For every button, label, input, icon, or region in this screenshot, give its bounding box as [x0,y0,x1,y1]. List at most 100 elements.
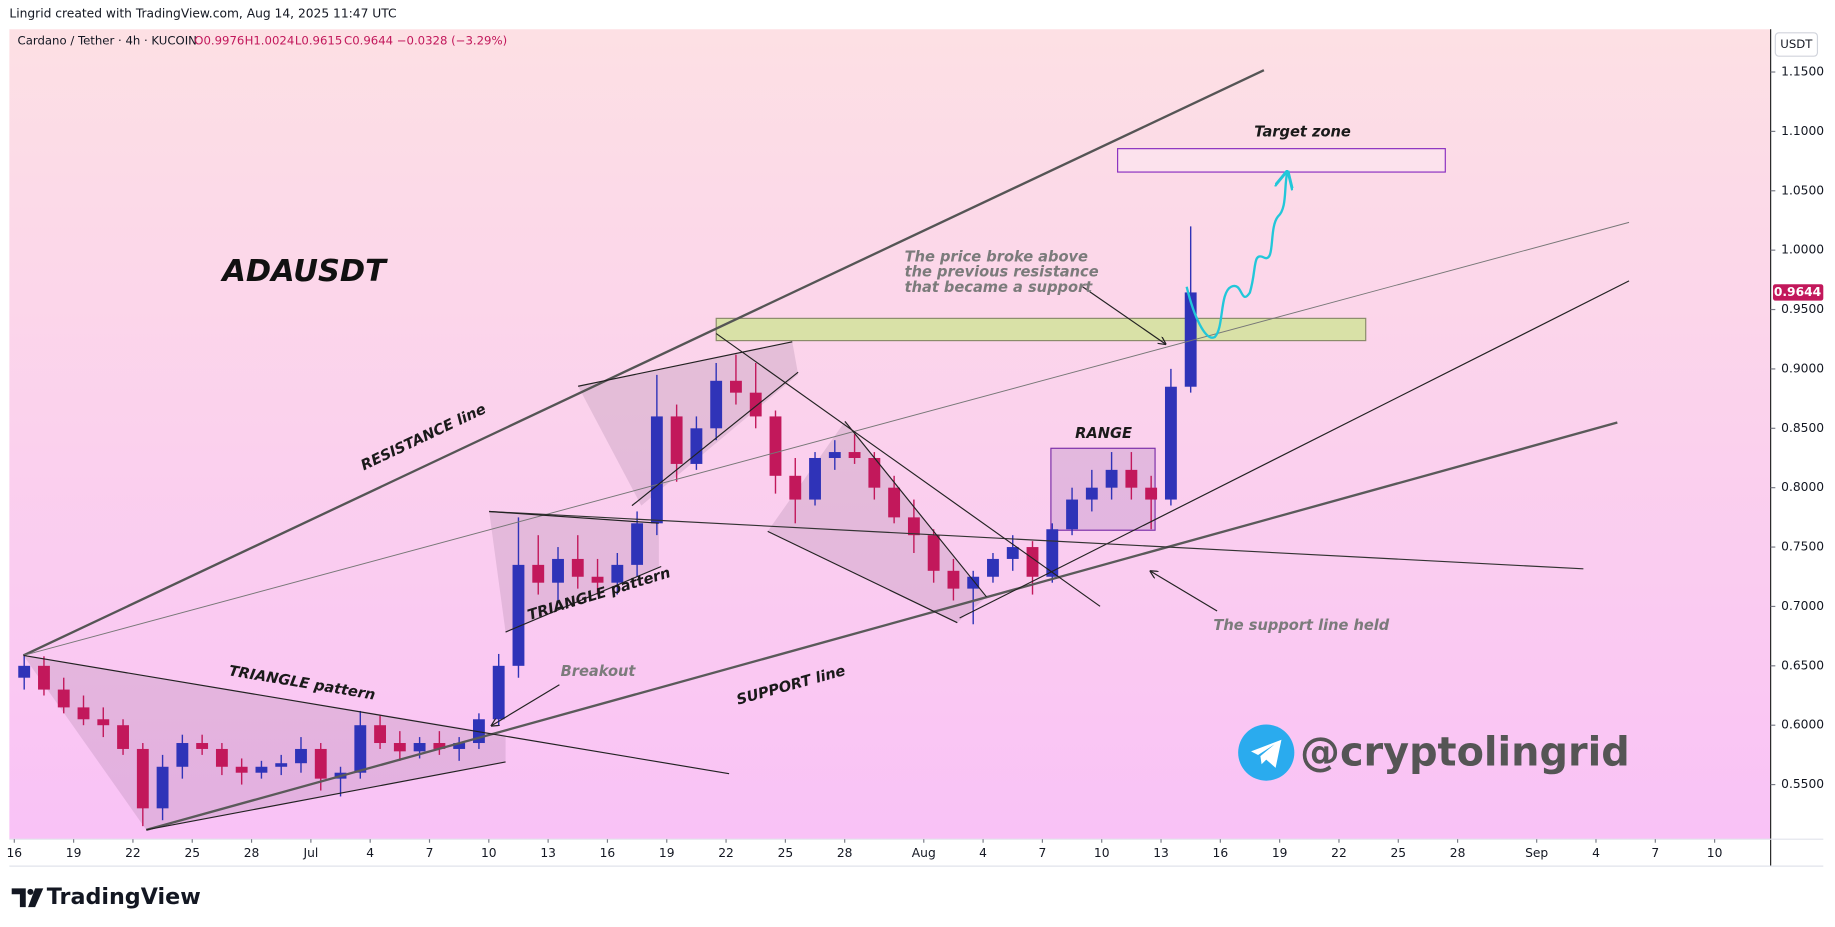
candle-body [156,766,169,809]
trend-lines [22,69,1630,831]
triangle-line [146,761,506,831]
candle-body [196,743,209,749]
footer-background [0,867,1835,927]
triangle-line [631,371,799,507]
candle-body [571,558,584,577]
candle-body [730,380,742,393]
y-tick-label: 0.9500 [1781,302,1824,316]
candle-body [1164,386,1177,500]
candle-body [176,743,189,767]
candle-body [77,707,90,720]
candle-body [1125,469,1138,488]
note-line: that became a support [905,279,1094,296]
target-zone-box [1117,148,1446,173]
y-tick-label: 0.6500 [1781,658,1824,672]
x-tick-label: 10 [481,846,497,860]
channel-line [844,420,988,598]
y-tick-label: 1.1500 [1781,65,1824,79]
candle-body [97,719,110,726]
x-tick-label: 13 [1153,846,1169,860]
x-tick-label: 22 [125,846,141,860]
logo-mark [27,888,34,895]
y-tick-label: 0.7000 [1781,599,1824,613]
breakout-label: Breakout [561,663,637,680]
x-tick-label: 22 [718,846,734,860]
candle-body [1085,487,1098,500]
support-trendline [145,421,1618,831]
candle-body [57,689,70,708]
candle-body [690,428,703,464]
y-tick-label: 0.8500 [1781,421,1824,435]
candle-body [868,457,881,488]
trendline [489,510,1584,570]
x-tick-label: Jul [302,846,318,860]
y-tick-label: 1.0000 [1781,243,1824,257]
candle-body [492,665,505,720]
candle-body [828,452,841,458]
resistance-zone [715,317,1367,342]
brand-logo [11,888,44,908]
channel-line [767,530,958,624]
watermark: @cryptolingrid [1238,724,1630,781]
note-line: the previous resistance [905,264,1099,281]
thin-trendline [23,221,1630,656]
symbol-title: ADAUSDT [220,254,388,289]
triangle-fill [578,341,799,506]
candle-body [789,475,802,500]
candle-body [710,380,723,429]
x-tick-label: 7 [1038,846,1046,860]
x-tick-label: 28 [244,846,260,860]
x-tick-label: 4 [979,846,987,860]
x-tick-label: 19 [1272,846,1288,860]
candle-body [611,564,624,583]
candle-body [769,416,782,476]
y-tick-label: 0.9000 [1781,361,1824,375]
candle-body [1066,499,1078,530]
candle-body [374,725,387,744]
arrow [1082,286,1166,344]
candle-body [888,487,901,518]
x-tick-label: 4 [366,846,374,860]
x-tick-label: 25 [778,846,794,860]
candle-body [532,564,545,583]
candle-body [275,763,288,767]
x-tick-label: 19 [66,846,82,860]
range-label: RANGE [1075,425,1132,442]
candle-body [670,416,683,464]
candle-body [433,743,446,749]
x-tick-label: 28 [1450,846,1466,860]
candle-body [947,570,960,589]
y-tick-label: 1.1000 [1781,124,1824,138]
resistance-trendline [22,69,1265,657]
currency-label: USDT [1780,37,1813,51]
watermark-text: @cryptolingrid [1300,729,1630,775]
candle-body [987,558,999,577]
candle-body [117,725,129,749]
x-tick-label: 10 [1707,846,1723,860]
candle-body [354,725,367,773]
candle-body [136,748,149,809]
candle-body [848,452,861,458]
candle-body [967,576,980,589]
candle-body [512,564,525,666]
channel-line [715,333,1101,607]
y-tick-label: 0.5500 [1781,777,1824,791]
candle-body [413,743,426,752]
projection-path [1185,172,1288,339]
triangle-line [577,341,793,387]
ohlc-open: O0.9976 [194,33,244,47]
x-tick-label: 25 [184,846,200,860]
triangle-line [505,565,662,633]
candle-body [809,457,821,500]
support-held-label: The support line held [1213,617,1389,634]
x-tick-label: 16 [600,846,616,860]
last-price-box [1772,284,1824,301]
candle-body [907,517,920,536]
candle-body [1046,529,1059,577]
candle-body [1145,487,1158,500]
x-tick-label: 16 [7,846,23,860]
brand-name: TradingView [47,884,201,910]
ohlc-close: C0.9644 [344,33,393,47]
plot-background [9,29,1771,840]
